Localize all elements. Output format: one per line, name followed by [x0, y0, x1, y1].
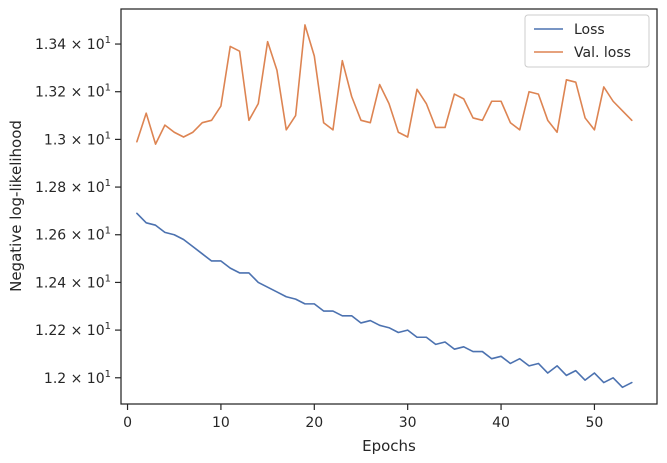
- x-axis-ticks: 0 10 20 30 40 50: [123, 404, 603, 431]
- x-tick-label: 30: [399, 415, 417, 431]
- series-layer: [136, 24, 633, 389]
- y-tick-label: 1.2 × 101: [44, 369, 111, 387]
- y-axis-label: Negative log-likelihood: [7, 120, 25, 292]
- y-tick-label: 1.22 × 101: [35, 321, 111, 339]
- legend-label-loss: Loss: [574, 22, 605, 38]
- y-tick-label: 1.28 × 101: [35, 178, 111, 196]
- x-tick-label: 0: [123, 415, 132, 431]
- y-tick-label: 1.26 × 101: [35, 226, 111, 244]
- y-tick-label: 1.32 × 101: [35, 83, 111, 101]
- x-tick-label: 50: [586, 415, 604, 431]
- y-tick-label: 1.3 × 101: [44, 130, 111, 148]
- x-tick-label: 40: [492, 415, 510, 431]
- legend-label-val-loss: Val. loss: [574, 45, 631, 61]
- x-tick-label: 10: [212, 415, 230, 431]
- y-axis-ticks: 1.2 × 101 1.22 × 101 1.24 × 101 1.26 × 101 1…: [35, 35, 121, 387]
- plot-area: [120, 8, 658, 405]
- series-line-loss: [136, 212, 633, 389]
- y-tick-label: 1.24 × 101: [35, 273, 111, 291]
- x-axis-label: Epochs: [362, 437, 416, 455]
- series-line-val-loss: [136, 24, 633, 145]
- y-tick-label: 1.34 × 101: [35, 35, 111, 53]
- legend-box: [524, 14, 650, 68]
- legend: Loss Val. loss: [524, 14, 650, 68]
- x-tick-label: 20: [305, 415, 323, 431]
